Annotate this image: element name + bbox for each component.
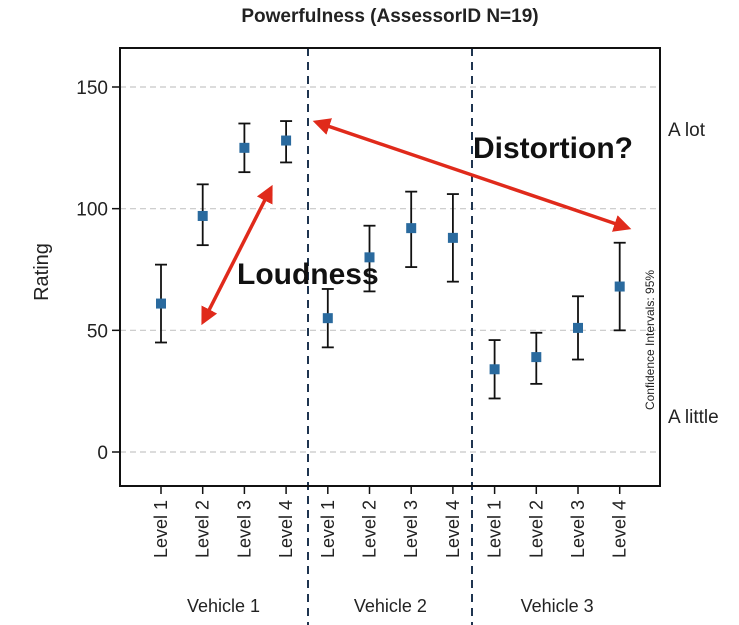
mean-marker-v1-l4 [281,135,292,146]
mean-marker-v2-l1 [322,313,333,324]
plot-frame [119,47,661,487]
x-tick-label-v1-l2: Level 2 [193,500,213,558]
x-axis-level-labels: Level 1 Level 2 Level 3 Level 4 Level 1 Level… [151,500,630,558]
x-axis-vehicle-labels: Vehicle 1 Vehicle 2 Vehicle 3 [187,596,594,616]
mean-marker-v1-l2 [197,210,208,221]
mean-marker-v3-l4 [614,281,625,292]
mean-markers [156,135,625,375]
mean-marker-v3-l3 [573,322,583,333]
x-axis-ticks [160,486,621,494]
y-tick-label-100: 100 [76,200,108,221]
mean-marker-v3-l1 [489,364,500,375]
right-label-a-little: A little [668,407,719,428]
loudness-annotation: Loudness [237,258,379,291]
y-axis-label: Rating [31,243,53,301]
x-tick-label-v3-l2: Level 2 [526,500,546,558]
loudness-arrow [201,184,273,326]
mean-marker-v2-l2 [364,252,375,263]
confidence-interval-note: Confidence Intervals: 95% [643,270,657,410]
vehicle-label-1: Vehicle 1 [187,596,260,616]
chart-title: Powerfulness (AssessorID N=19) [241,6,538,27]
right-label-a-lot: A lot [668,120,706,141]
y-tick-label-0: 0 [97,443,108,464]
x-tick-label-v2-l1: Level 1 [318,500,338,558]
mean-marker-v3-l2 [531,352,542,363]
y-tick-label-50: 50 [87,321,108,342]
x-tick-label-v2-l4: Level 4 [443,500,463,558]
x-tick-label-v1-l3: Level 3 [234,500,254,558]
mean-marker-v1-l3 [239,142,250,153]
x-tick-label-v2-l3: Level 3 [401,500,421,558]
vehicle-label-2: Vehicle 2 [354,596,427,616]
x-tick-label-v3-l1: Level 1 [485,500,505,558]
x-tick-label-v2-l2: Level 2 [360,500,380,558]
x-tick-label-v3-l3: Level 3 [568,500,588,558]
x-tick-label-v1-l1: Level 1 [151,500,171,558]
x-tick-label-v3-l4: Level 4 [610,500,630,558]
vehicle-label-3: Vehicle 3 [521,596,594,616]
group-separators [307,48,473,625]
x-tick-label-v1-l4: Level 4 [276,500,296,558]
distortion-arrow [312,118,632,232]
mean-marker-v2-l4 [447,232,458,243]
distortion-annotation: Distortion? [473,132,633,165]
mean-marker-v2-l3 [406,223,417,234]
y-tick-label-150: 150 [76,78,108,99]
mean-marker-v1-l1 [156,298,166,309]
y-axis: 0 50 100 150 [76,78,120,464]
